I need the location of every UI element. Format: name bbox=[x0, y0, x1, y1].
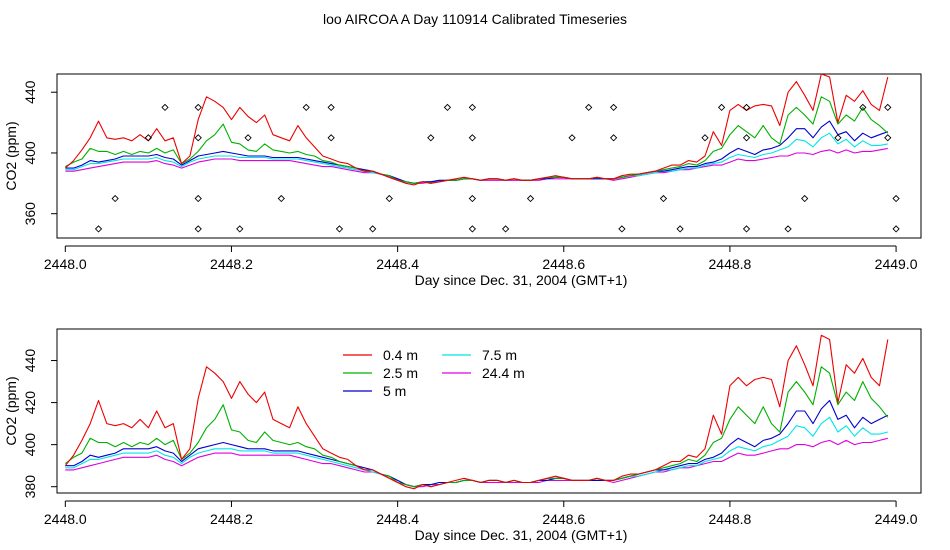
plot-frame bbox=[56, 73, 922, 239]
marker-point bbox=[609, 134, 618, 142]
marker-point bbox=[369, 225, 377, 233]
marker-point bbox=[194, 134, 202, 142]
marker-point bbox=[335, 225, 344, 233]
marker-point bbox=[892, 225, 900, 233]
marker-point bbox=[892, 194, 900, 203]
marker-point bbox=[859, 103, 867, 112]
page-title: loo AIRCOA A Day 110914 Calibrated Times… bbox=[322, 11, 627, 27]
legend: 0.4 m 2.5 m 5 m 7.5 m 24.4 m bbox=[343, 347, 525, 399]
marker-point bbox=[742, 225, 751, 233]
x-axis: 2448.0 2448.2 2448.4 2448.6 2448.8 2449.0 Day … bbox=[44, 500, 918, 543]
x-tick-label: 2448.2 bbox=[210, 256, 253, 272]
series-line-7-5-m bbox=[65, 416, 888, 488]
x-tick-label: 2448.8 bbox=[709, 256, 752, 272]
x-axis: 2448.0 2448.2 2448.4 2448.6 2448.8 2449.0 Day … bbox=[44, 245, 918, 288]
marker-point bbox=[144, 134, 153, 142]
series-line-2-5-m bbox=[64, 366, 889, 488]
marker-point bbox=[618, 225, 626, 233]
y-axis-label: CO2 (ppm) bbox=[3, 376, 19, 445]
x-tick-label: 2448.0 bbox=[44, 256, 87, 272]
marker-point bbox=[161, 103, 169, 112]
y-tick-label: 440 bbox=[22, 349, 38, 373]
marker-point bbox=[884, 134, 892, 142]
marker-point bbox=[659, 194, 668, 203]
marker-point bbox=[526, 194, 535, 203]
series-line-0-4-m bbox=[64, 334, 889, 490]
marker-point bbox=[834, 134, 842, 142]
y-axis-label: CO2 (ppm) bbox=[3, 121, 19, 190]
legend-label: 5 m bbox=[383, 383, 406, 399]
y-axis: 360 400 440 CO2 (ppm) bbox=[3, 80, 58, 226]
marker-point bbox=[801, 194, 809, 203]
marker-point bbox=[568, 134, 576, 142]
data-area bbox=[64, 74, 900, 233]
marker-point bbox=[194, 194, 202, 203]
series-line-5-m bbox=[65, 399, 889, 488]
marker-point bbox=[784, 225, 792, 233]
series-line-24-4-m bbox=[65, 147, 888, 184]
marker-point bbox=[94, 225, 103, 233]
marker-point bbox=[742, 134, 751, 142]
y-tick-label: 360 bbox=[22, 202, 38, 226]
y-tick-label: 400 bbox=[22, 433, 38, 457]
bottom-panel: 2448.0 2448.2 2448.4 2448.6 2448.8 2449.0 Day … bbox=[3, 328, 922, 543]
marker-point bbox=[676, 225, 684, 233]
x-tick-label: 2448.0 bbox=[44, 511, 87, 527]
marker-point bbox=[277, 194, 285, 203]
marker-point bbox=[468, 225, 477, 233]
x-tick-label: 2448.8 bbox=[709, 511, 752, 527]
series-line-24-4-m bbox=[65, 437, 888, 488]
marker-point bbox=[427, 134, 435, 142]
marker-point bbox=[468, 194, 477, 203]
legend-label: 2.5 m bbox=[383, 365, 418, 381]
y-tick-label: 380 bbox=[22, 475, 38, 499]
x-axis-label: Day since Dec. 31, 2004 (GMT+1) bbox=[415, 527, 628, 543]
marker-point bbox=[742, 103, 751, 112]
marker-point bbox=[194, 103, 202, 112]
series-line-0-4-m bbox=[64, 74, 889, 186]
marker-point bbox=[501, 225, 510, 233]
marker-point bbox=[468, 103, 477, 112]
x-tick-label: 2448.4 bbox=[376, 511, 419, 527]
x-tick-label: 2449.0 bbox=[875, 256, 918, 272]
marker-point bbox=[111, 194, 119, 203]
series-line-5-m bbox=[65, 120, 888, 184]
legend-label: 7.5 m bbox=[482, 347, 517, 363]
x-tick-label: 2448.6 bbox=[542, 256, 585, 272]
marker-point bbox=[717, 103, 726, 112]
marker-point bbox=[443, 103, 452, 112]
x-tick-label: 2448.2 bbox=[210, 511, 253, 527]
marker-point bbox=[884, 103, 892, 112]
marker-point bbox=[468, 134, 477, 142]
marker-point bbox=[244, 134, 252, 142]
x-tick-label: 2449.0 bbox=[875, 511, 918, 527]
legend-label: 24.4 m bbox=[482, 365, 525, 381]
marker-point bbox=[385, 194, 393, 203]
marker-point bbox=[701, 134, 709, 142]
marker-point bbox=[609, 103, 618, 112]
legend-label: 0.4 m bbox=[383, 347, 418, 363]
marker-point bbox=[236, 225, 244, 233]
marker-point bbox=[327, 103, 335, 112]
x-axis-label: Day since Dec. 31, 2004 (GMT+1) bbox=[415, 272, 628, 288]
x-tick-label: 2448.4 bbox=[376, 256, 419, 272]
y-tick-label: 420 bbox=[22, 391, 38, 415]
y-tick-label: 400 bbox=[22, 141, 38, 165]
marker-point bbox=[194, 225, 202, 233]
y-tick-label: 440 bbox=[22, 80, 38, 104]
data-area bbox=[64, 334, 889, 490]
series-line-2-5-m bbox=[65, 96, 889, 184]
x-tick-label: 2448.6 bbox=[542, 511, 585, 527]
top-panel: 2448.0 2448.2 2448.4 2448.6 2448.8 2449.0 Day … bbox=[3, 73, 922, 288]
marker-point bbox=[327, 134, 335, 142]
marker-point bbox=[302, 103, 310, 112]
marker-point bbox=[585, 103, 593, 112]
